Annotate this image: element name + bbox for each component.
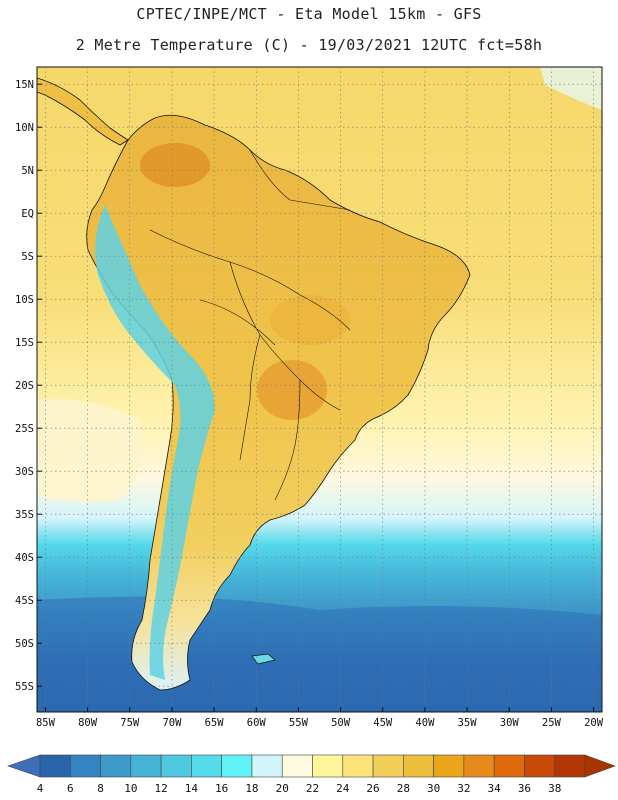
colorbar-low-arrow xyxy=(7,754,41,778)
map-axes: 15N 10N 5N EQ 5S 10S 15S 20S 25S 30S 35S 40S 45S 50S 5… xyxy=(15,79,604,729)
southern-ocean-band xyxy=(37,596,602,712)
colorbar-label: 10 xyxy=(124,782,137,795)
lon-tick-label: 70W xyxy=(162,717,182,729)
colorbar-swatch xyxy=(493,754,525,778)
colorbar-swatch xyxy=(372,754,404,778)
lat-tick-label: 20S xyxy=(15,380,34,392)
colorbar-label: 28 xyxy=(397,782,410,795)
lat-tick-label: 45S xyxy=(15,595,34,607)
hot-spot-central xyxy=(257,360,327,420)
map-field xyxy=(37,67,602,712)
colorbar-label: 34 xyxy=(488,782,502,795)
colorbar-swatch xyxy=(160,754,192,778)
map-frame xyxy=(36,66,603,713)
lat-tick-label: 50S xyxy=(15,638,34,650)
lon-tick-label: 65W xyxy=(205,717,225,729)
ocean-cool-patch xyxy=(540,67,602,110)
colorbar-label: 6 xyxy=(67,782,74,795)
central-america xyxy=(37,77,129,146)
colorbar-label: 32 xyxy=(457,782,470,795)
lon-tick-label: 75W xyxy=(120,717,140,729)
lat-tick-label: 40S xyxy=(15,552,34,564)
lat-tick-label: 15S xyxy=(15,337,34,349)
colorbar-swatch xyxy=(403,754,434,778)
lon-tick-label: 45W xyxy=(373,717,393,729)
colorbar-label: 24 xyxy=(336,782,350,795)
hot-spot-north xyxy=(140,143,210,187)
colorbar-swatch xyxy=(463,754,495,778)
colorbar-label: 18 xyxy=(245,782,258,795)
colorbar-swatch xyxy=(281,754,313,778)
lon-tick-label: 50W xyxy=(331,717,351,729)
lon-tick-label: 55W xyxy=(289,717,309,729)
lon-tick-label: 85W xyxy=(36,717,56,729)
lon-tick-label: 30W xyxy=(500,717,520,729)
colorbar-swatch xyxy=(130,754,162,778)
lon-tick-label: 80W xyxy=(78,717,98,729)
lat-tick-label: 35S xyxy=(15,509,34,521)
lat-tick-label: 30S xyxy=(15,466,34,478)
lon-tick-label: 40W xyxy=(415,717,435,729)
lon-tick-label: 20W xyxy=(584,717,604,729)
lat-tick-label: 10N xyxy=(15,122,34,134)
lat-tick-label: 5S xyxy=(21,251,34,263)
colorbar-label: 30 xyxy=(427,782,440,795)
lat-tick-label: 10S xyxy=(15,294,34,306)
lat-tick-label: 25S xyxy=(15,423,34,435)
colorbar: 4 6 8 10 12 14 16 18 20 22 24 26 28 30 32 34 36 38 xyxy=(7,754,616,795)
lat-tick-label: 5N xyxy=(21,165,34,177)
lon-tick-label: 35W xyxy=(458,717,478,729)
colorbar-label: 8 xyxy=(97,782,104,795)
colorbar-swatch xyxy=(312,754,344,778)
country-borders xyxy=(149,149,351,501)
colorbar-label: 12 xyxy=(154,782,167,795)
colorbar-swatch xyxy=(39,754,71,778)
warm-zone-interior xyxy=(270,295,350,345)
lon-tick-label: 60W xyxy=(247,717,267,729)
colorbar-label: 4 xyxy=(37,782,44,795)
lon-tick-label: 25W xyxy=(542,717,562,729)
colorbar-label: 22 xyxy=(306,782,319,795)
colorbar-label: 26 xyxy=(366,782,379,795)
andes-cold-strip xyxy=(95,205,215,680)
colorbar-swatch xyxy=(524,754,556,778)
chart-subtitle: 2 Metre Temperature (C) - 19/03/2021 12U… xyxy=(75,36,543,54)
colorbar-swatch xyxy=(69,754,101,778)
colorbar-swatch xyxy=(251,754,283,778)
colorbar-swatch xyxy=(221,754,253,778)
lat-tick-label: 55S xyxy=(15,681,34,693)
colorbar-swatch xyxy=(433,754,465,778)
colorbar-swatch xyxy=(191,754,222,778)
colorbar-label: 38 xyxy=(548,782,561,795)
colorbar-swatch xyxy=(554,754,586,778)
colorbar-high-arrow xyxy=(584,754,616,778)
colorbar-label: 14 xyxy=(185,782,199,795)
lat-tick-label: EQ xyxy=(21,208,34,220)
colorbar-swatch xyxy=(100,754,132,778)
colorbar-label: 20 xyxy=(276,782,289,795)
lat-tick-label: 15N xyxy=(15,79,34,91)
chart-title: CPTEC/INPE/MCT - Eta Model 15km - GFS xyxy=(136,5,482,23)
colorbar-swatch xyxy=(342,754,374,778)
colorbar-label: 16 xyxy=(215,782,228,795)
pacific-pale-patch xyxy=(37,399,143,502)
colorbar-label: 36 xyxy=(518,782,531,795)
